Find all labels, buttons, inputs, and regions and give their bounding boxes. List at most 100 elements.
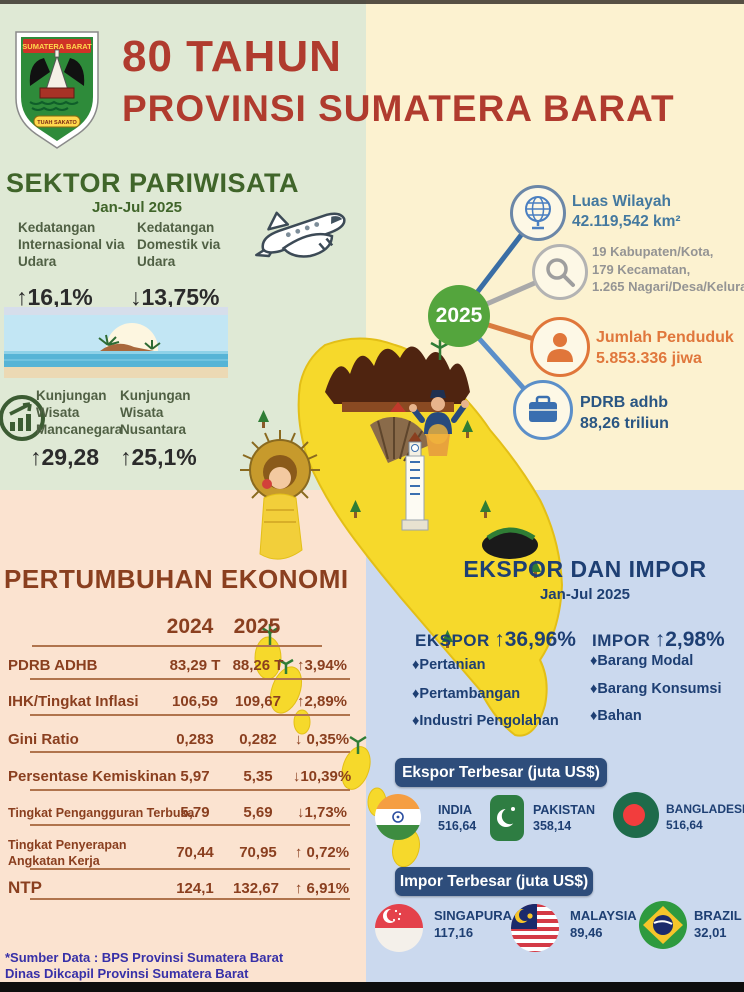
domestic-visits-label: Kunjungan Wisata Nusantara xyxy=(120,388,191,437)
econ-row-label: Tingkat Pengangguran Terbuka xyxy=(8,806,195,820)
ekspor-item-label: Pertanian xyxy=(419,657,486,673)
table-divider xyxy=(30,714,350,716)
econ-val-2025: 70,95 xyxy=(239,844,277,861)
econ-val-change: ↓ 0,35% xyxy=(294,731,350,748)
area-text: Luas Wilayah 42.119,542 km² xyxy=(572,192,681,232)
econ-val-2025: 88,26 T xyxy=(232,657,284,674)
econ-val-2025: 0,282 xyxy=(239,731,277,748)
econ-row-label: Gini Ratio xyxy=(8,731,79,748)
ekspor-item: ♦Pertambangan xyxy=(412,686,520,702)
export-country: INDIA 516,64 xyxy=(438,802,476,835)
impor-item: ♦Barang Modal xyxy=(590,653,693,669)
trade-section-title: EKSPOR DAN IMPOR xyxy=(463,556,707,582)
svg-text:TUAH SAKATO: TUAH SAKATO xyxy=(37,120,77,126)
ekspor-item: ♦Pertanian xyxy=(412,657,486,673)
foreign-visits-label: Kunjungan Wisata Mancanegara xyxy=(36,388,123,437)
airplane-icon xyxy=(255,211,346,258)
econ-val-change: ↑ 6,91% xyxy=(294,880,350,897)
ekspor-terbesar-badge: Ekspor Terbesar (juta US$) xyxy=(395,758,607,787)
table-divider xyxy=(30,824,350,826)
impor-item-label: Barang Konsumsi xyxy=(597,681,722,697)
domestic-arrivals-value: ↓13,75% xyxy=(130,284,220,310)
briefcase-icon xyxy=(513,380,573,440)
diamond-bullet: ♦ xyxy=(590,681,598,697)
bangladesh-flag-icon xyxy=(613,792,659,838)
impor-item-label: Barang Modal xyxy=(597,653,694,669)
diamond-bullet: ♦ xyxy=(412,713,420,729)
population-value: 5.853.336 jiwa xyxy=(596,349,702,367)
econ-val-2024: 70,44 xyxy=(176,844,214,861)
country-name: INDIA xyxy=(438,803,473,817)
globe-icon xyxy=(510,185,566,241)
country-name: PAKISTAN xyxy=(533,803,596,817)
diamond-bullet: ♦ xyxy=(412,686,420,702)
ekspor-item-label: Industri Pengolahan xyxy=(419,713,559,729)
ekspor-item: ♦Industri Pengolahan xyxy=(412,713,559,729)
econ-val-change: ↑2,89% xyxy=(296,693,348,710)
econ-row-label: PDRB ADHB xyxy=(8,657,98,674)
diamond-bullet: ♦ xyxy=(412,657,420,673)
svg-text:SUMATERA BARAT: SUMATERA BARAT xyxy=(22,42,92,51)
pdrb-value: 88,26 triliun xyxy=(580,414,669,432)
impor-label: IMPOR xyxy=(592,631,651,650)
diamond-bullet: ♦ xyxy=(590,653,598,669)
population-title: Jumlah Penduduk xyxy=(596,329,734,346)
econ-row-label: NTP xyxy=(8,878,42,897)
domestic-visits-value: ↑25,1% xyxy=(120,444,197,470)
import-country: MALAYSIA 89,46 xyxy=(570,908,637,942)
econ-val-change: ↑3,94% xyxy=(296,657,348,674)
population-text: Jumlah Penduduk 5.853.336 jiwa xyxy=(596,328,734,370)
table-divider xyxy=(30,678,350,680)
malaysia-flag-icon xyxy=(511,904,559,952)
source-line1: *Sumber Data : BPS Provinsi Sumatera Bar… xyxy=(5,950,284,965)
admin-line1: 19 Kabupaten/Kota, xyxy=(592,244,714,259)
country-name: BANGLADESH xyxy=(666,802,744,816)
area-value: 42.119,542 km² xyxy=(572,213,681,231)
economy-col-2025: 2025 xyxy=(233,615,281,638)
impor-value: ↑2,98% xyxy=(654,628,725,651)
country-value: 117,16 xyxy=(434,924,474,940)
india-flag-icon xyxy=(375,794,421,840)
page-title-line2: PROVINSI SUMATERA BARAT xyxy=(122,88,675,129)
econ-val-2025: 109,67 xyxy=(235,693,281,710)
econ-val-2024: 0,283 xyxy=(176,731,214,748)
ekspor-item-label: Pertambangan xyxy=(419,686,521,702)
econ-val-change: ↓10,39% xyxy=(292,768,352,785)
econ-val-2024: 106,59 xyxy=(172,693,218,710)
diamond-bullet: ♦ xyxy=(590,708,598,724)
sumatera-barat-crest-logo: SUMATERA BARAT TUAH SAKATO xyxy=(15,31,99,149)
brazil-flag-icon xyxy=(639,901,687,949)
impor-headline: IMPOR ↑2,98% xyxy=(592,628,725,652)
impor-item: ♦Bahan xyxy=(590,708,642,724)
west-sumatra-map-illustration xyxy=(240,337,564,896)
ekspor-label: EKSPOR xyxy=(415,631,490,650)
impor-terbesar-badge: Impor Terbesar (juta US$) xyxy=(395,867,593,896)
table-divider xyxy=(30,868,350,870)
singapore-flag-icon xyxy=(375,904,423,952)
econ-val-change: ↑ 0,72% xyxy=(294,844,350,861)
tourism-period: Jan-Jul 2025 xyxy=(91,199,183,216)
trade-period: Jan-Jul 2025 xyxy=(539,586,631,603)
import-country: SINGAPURA 117,16 xyxy=(434,908,512,942)
country-value: 89,46 xyxy=(570,924,603,940)
source-line2: Dinas Dikcapil Provinsi Sumatera Barat xyxy=(5,966,249,982)
quadrant-economy-bg xyxy=(0,490,366,992)
year-badge: 2025 xyxy=(428,285,490,347)
photo-edge-top xyxy=(0,0,744,4)
impor-item: ♦Barang Konsumsi xyxy=(590,681,722,697)
admin-line3: 1.265 Nagari/Desa/Kelurahan xyxy=(592,279,744,295)
ekspor-headline: EKSPOR ↑36,96% xyxy=(415,628,576,652)
pakistan-flag-icon xyxy=(490,795,524,841)
econ-val-2024: 83,29 T xyxy=(169,657,221,674)
tourism-section-title: SEKTOR PARIWISATA xyxy=(6,168,300,198)
admin-text: 19 Kabupaten/Kota, 179 Kecamatan, 1.265 … xyxy=(592,243,744,296)
export-country: BANGLADESH 516,64 xyxy=(666,802,744,833)
chart-growth-icon xyxy=(0,395,45,441)
impor-item-label: Bahan xyxy=(597,708,642,724)
econ-row-label: Persentase Kemiskinan xyxy=(8,768,177,785)
econ-val-change: ↓1,73% xyxy=(296,804,348,821)
table-divider xyxy=(30,789,350,791)
country-value: 516,64 xyxy=(666,817,703,832)
country-value: 32,01 xyxy=(694,924,727,940)
area-title: Luas Wilayah xyxy=(572,193,671,210)
